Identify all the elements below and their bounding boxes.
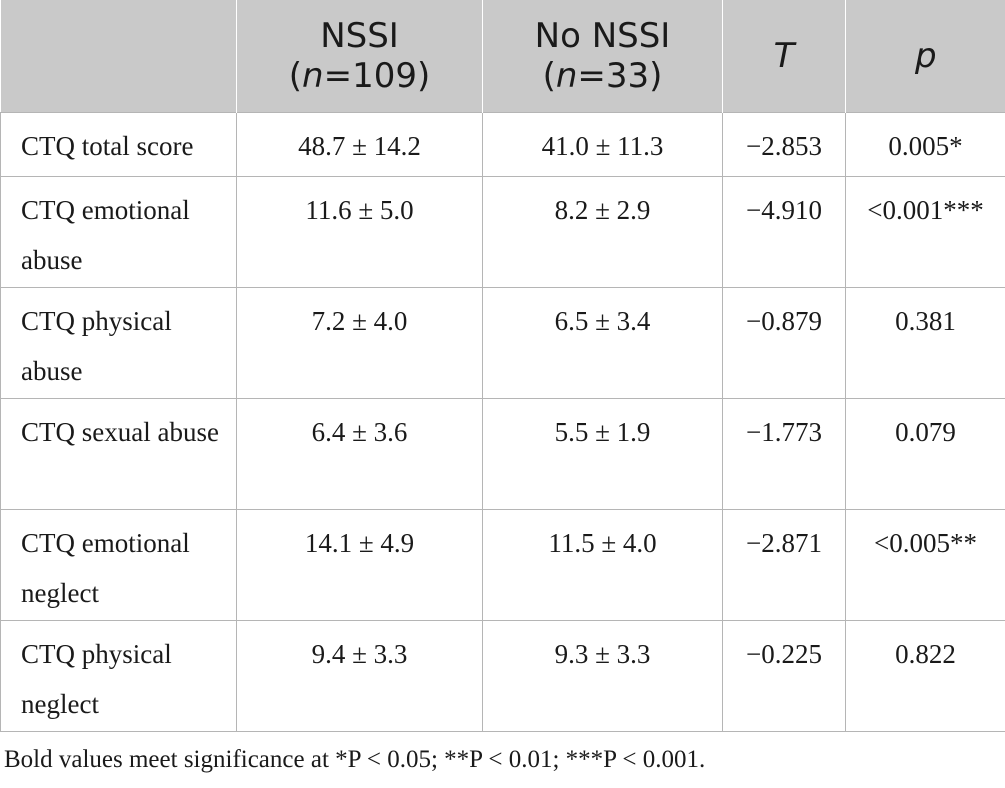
header-no-nssi-n: (n=33) [542, 56, 663, 96]
row-label: CTQ emotional abuse [0, 176, 237, 288]
table-row: CTQ physical neglect 9.4 ± 3.3 9.3 ± 3.3… [0, 620, 1005, 732]
header-t: T [722, 0, 846, 113]
row-label: CTQ physical neglect [0, 620, 237, 732]
header-row: NSSI (n=109) No NSSI (n=33) T p [0, 0, 1005, 113]
table-row: CTQ physical abuse 7.2 ± 4.0 6.5 ± 3.4 −… [0, 287, 1005, 399]
row-label: CTQ physical abuse [0, 287, 237, 399]
no-nssi-value: 8.2 ± 2.9 [482, 176, 723, 288]
no-nssi-value: 9.3 ± 3.3 [482, 620, 723, 732]
row-label: CTQ sexual abuse [0, 398, 237, 510]
t-value: −0.225 [722, 620, 846, 732]
no-nssi-value: 11.5 ± 4.0 [482, 509, 723, 621]
nssi-value: 7.2 ± 4.0 [236, 287, 483, 399]
header-nssi-n: (n=109) [288, 56, 431, 96]
no-nssi-value: 6.5 ± 3.4 [482, 287, 723, 399]
table-header: NSSI (n=109) No NSSI (n=33) T p [0, 0, 1005, 113]
p-value: 0.005* [845, 112, 1005, 177]
nssi-value: 6.4 ± 3.6 [236, 398, 483, 510]
table-row: CTQ total score 48.7 ± 14.2 41.0 ± 11.3 … [0, 112, 1005, 177]
p-value: <0.001*** [845, 176, 1005, 288]
t-value: −2.853 [722, 112, 846, 177]
p-value: 0.822 [845, 620, 1005, 732]
header-no-nssi-title: No NSSI [534, 16, 671, 56]
table-body: CTQ total score 48.7 ± 14.2 41.0 ± 11.3 … [0, 112, 1005, 732]
p-value: <0.005** [845, 509, 1005, 621]
t-value: −0.879 [722, 287, 846, 399]
p-value: 0.079 [845, 398, 1005, 510]
no-nssi-value: 5.5 ± 1.9 [482, 398, 723, 510]
header-empty [0, 0, 237, 113]
p-value: 0.381 [845, 287, 1005, 399]
header-p: p [845, 0, 1005, 113]
row-label: CTQ total score [0, 112, 237, 177]
t-value: −2.871 [722, 509, 846, 621]
table-row: CTQ emotional neglect 14.1 ± 4.9 11.5 ± … [0, 509, 1005, 621]
row-label: CTQ emotional neglect [0, 509, 237, 621]
table-row: CTQ sexual abuse 6.4 ± 3.6 5.5 ± 1.9 −1.… [0, 398, 1005, 510]
nssi-value: 14.1 ± 4.9 [236, 509, 483, 621]
nssi-value: 11.6 ± 5.0 [236, 176, 483, 288]
nssi-value: 48.7 ± 14.2 [236, 112, 483, 177]
t-value: −4.910 [722, 176, 846, 288]
table-row: CTQ emotional abuse 11.6 ± 5.0 8.2 ± 2.9… [0, 176, 1005, 288]
t-value: −1.773 [722, 398, 846, 510]
no-nssi-value: 41.0 ± 11.3 [482, 112, 723, 177]
nssi-value: 9.4 ± 3.3 [236, 620, 483, 732]
results-table: NSSI (n=109) No NSSI (n=33) T p CTQ tota… [0, 0, 1005, 732]
header-nssi: NSSI (n=109) [236, 0, 483, 113]
header-nssi-title: NSSI [320, 16, 399, 56]
table-footnote: Bold values meet significance at *P < 0.… [4, 746, 706, 773]
header-no-nssi: No NSSI (n=33) [482, 0, 723, 113]
